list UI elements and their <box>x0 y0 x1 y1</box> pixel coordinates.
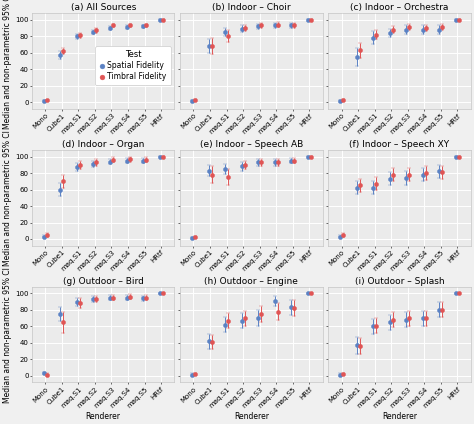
Legend: Spatial Fidelity, Timbral Fidelity: Spatial Fidelity, Timbral Fidelity <box>95 46 171 85</box>
X-axis label: Renderer: Renderer <box>382 412 417 421</box>
Y-axis label: Median and non-parametric 95% CI: Median and non-parametric 95% CI <box>3 267 12 402</box>
Title: (g) Outdoor – Bird: (g) Outdoor – Bird <box>63 277 144 286</box>
Title: (b) Indoor – Choir: (b) Indoor – Choir <box>212 3 291 12</box>
Title: (c) Indoor – Orchestra: (c) Indoor – Orchestra <box>350 3 449 12</box>
Y-axis label: Median and non-parametric 95% CI: Median and non-parametric 95% CI <box>3 130 12 266</box>
X-axis label: Renderer: Renderer <box>86 412 121 421</box>
Title: (d) Indoor – Organ: (d) Indoor – Organ <box>62 140 145 149</box>
Title: (f) Indoor – Speech XY: (f) Indoor – Speech XY <box>349 140 450 149</box>
Y-axis label: Median and non-parametric 95% CI: Median and non-parametric 95% CI <box>3 0 12 129</box>
Title: (i) Outdoor – Splash: (i) Outdoor – Splash <box>355 277 444 286</box>
Title: (e) Indoor – Speech AB: (e) Indoor – Speech AB <box>200 140 303 149</box>
X-axis label: Renderer: Renderer <box>234 412 269 421</box>
Title: (a) All Sources: (a) All Sources <box>71 3 136 12</box>
Title: (h) Outdoor – Engine: (h) Outdoor – Engine <box>204 277 298 286</box>
